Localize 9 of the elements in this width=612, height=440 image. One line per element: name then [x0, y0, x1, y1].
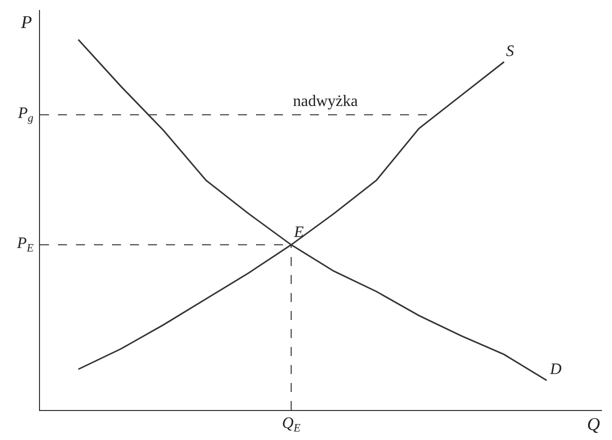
series-label: S	[506, 43, 514, 60]
y-axis-title: P	[20, 12, 32, 32]
series-label: D	[549, 361, 562, 378]
ref-line-label: P$_{E}$	[16, 235, 34, 254]
ref-line-label: P$_{g}$	[17, 105, 34, 124]
annotation: nadwyżka	[293, 93, 358, 110]
text: Q$_{E}$	[282, 415, 301, 434]
x-axis-title: Q	[587, 414, 600, 434]
annotation: E	[293, 224, 304, 241]
